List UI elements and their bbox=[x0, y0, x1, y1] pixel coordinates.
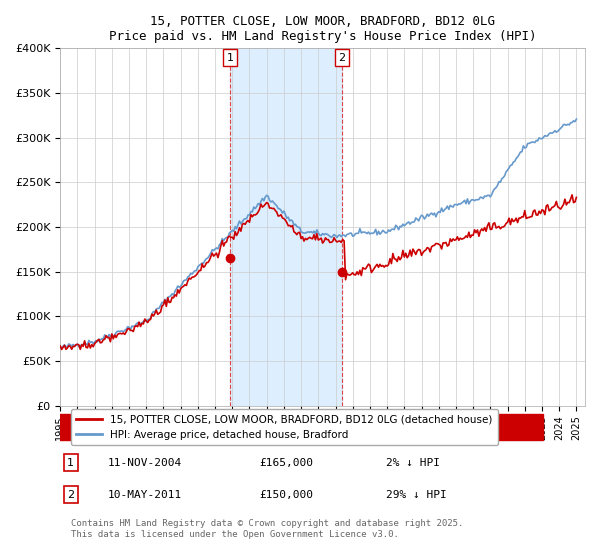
Text: 11-NOV-2004: 11-NOV-2004 bbox=[107, 458, 182, 468]
Text: 1: 1 bbox=[67, 458, 74, 468]
Text: £150,000: £150,000 bbox=[260, 490, 314, 500]
Text: 29% ↓ HPI: 29% ↓ HPI bbox=[386, 490, 446, 500]
Text: 2% ↓ HPI: 2% ↓ HPI bbox=[386, 458, 440, 468]
Title: 15, POTTER CLOSE, LOW MOOR, BRADFORD, BD12 0LG
Price paid vs. HM Land Registry's: 15, POTTER CLOSE, LOW MOOR, BRADFORD, BD… bbox=[109, 15, 536, 43]
Text: 1: 1 bbox=[227, 53, 233, 63]
Bar bbox=[230, 48, 342, 405]
Legend: 15, POTTER CLOSE, LOW MOOR, BRADFORD, BD12 0LG (detached house), HPI: Average pr: 15, POTTER CLOSE, LOW MOOR, BRADFORD, BD… bbox=[71, 409, 498, 445]
Text: 2: 2 bbox=[338, 53, 345, 63]
FancyBboxPatch shape bbox=[0, 414, 543, 440]
Text: Contains HM Land Registry data © Crown copyright and database right 2025.
This d: Contains HM Land Registry data © Crown c… bbox=[71, 519, 463, 539]
Text: 2: 2 bbox=[67, 490, 74, 500]
Text: 10-MAY-2011: 10-MAY-2011 bbox=[107, 490, 182, 500]
Text: £165,000: £165,000 bbox=[260, 458, 314, 468]
